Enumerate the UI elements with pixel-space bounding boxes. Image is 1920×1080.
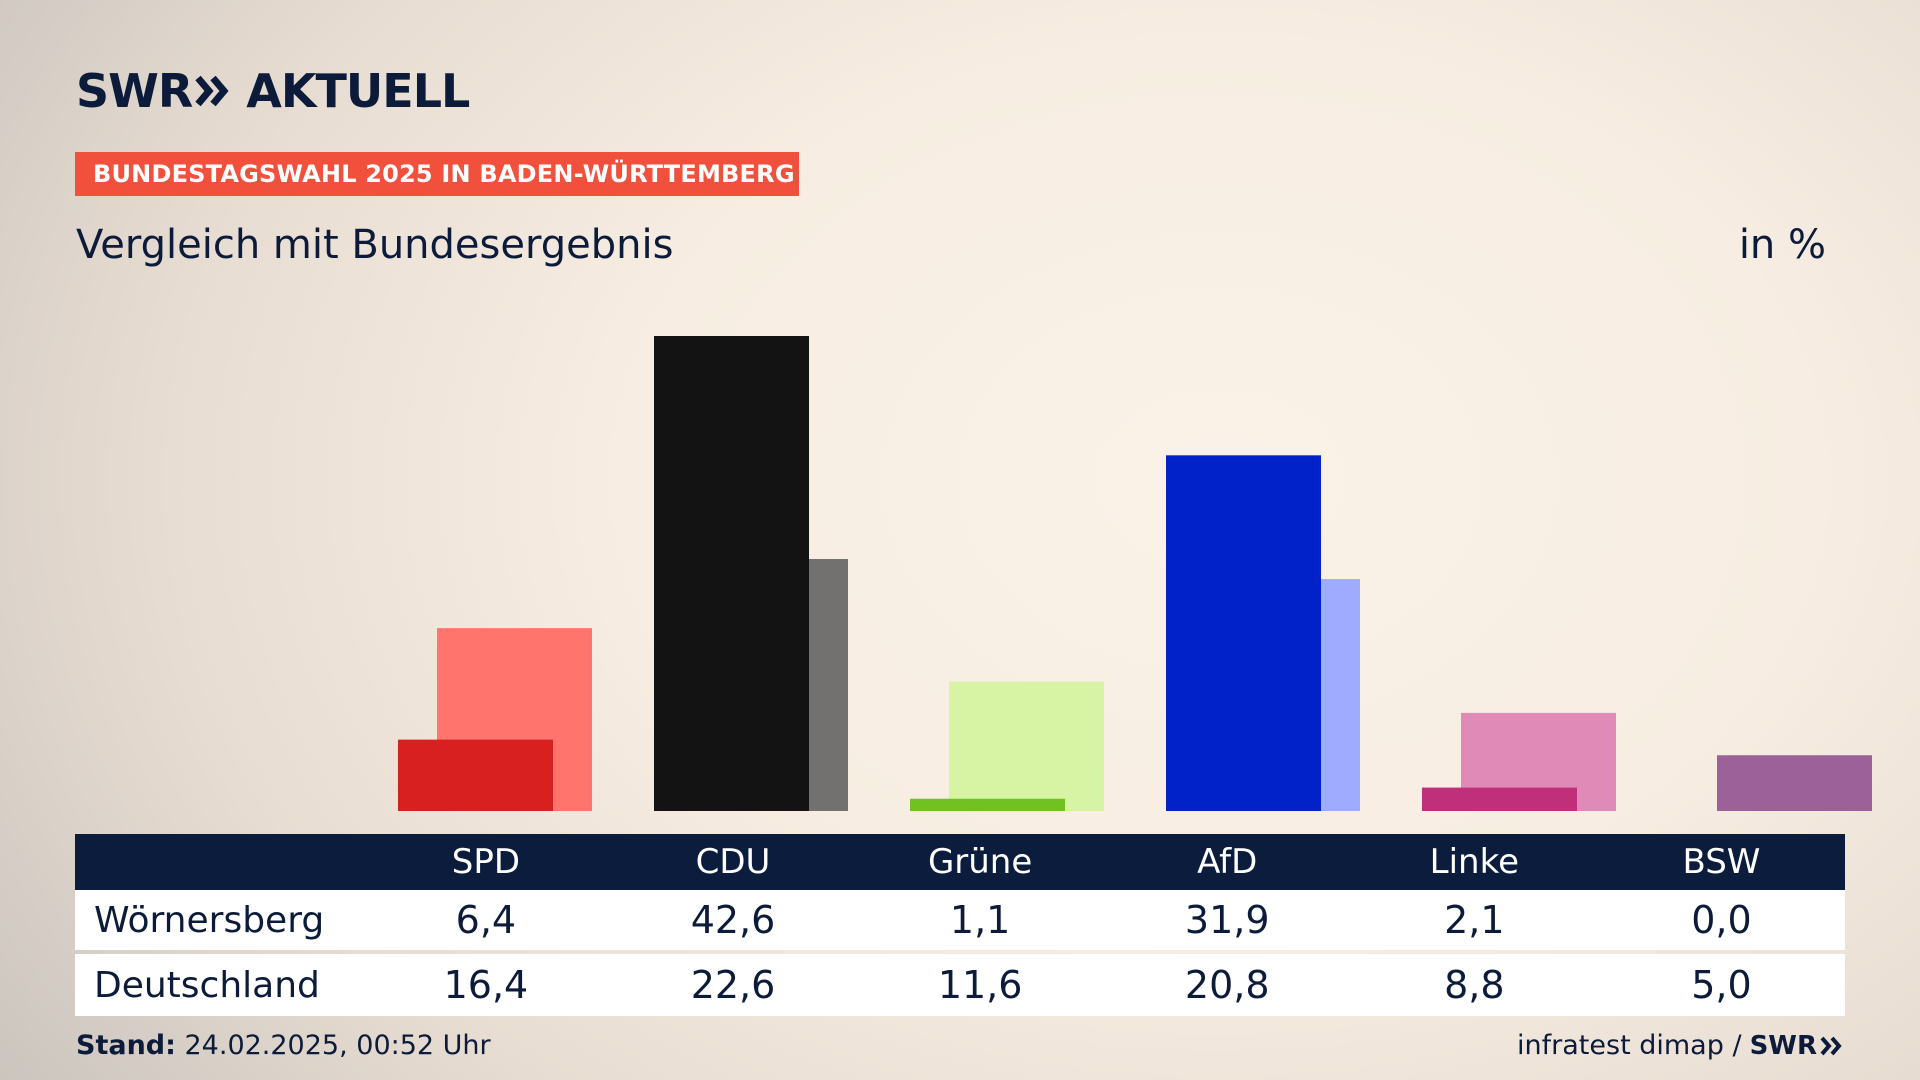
bar-local-cdu (654, 336, 809, 811)
mini-logo-text: SWR (1749, 1030, 1817, 1061)
chart-subtitle: Vergleich mit Bundesergebnis (76, 222, 674, 268)
bar-local-afd (1166, 455, 1321, 811)
bar-chart (398, 336, 1872, 811)
bar-local-spd (398, 739, 553, 811)
source-text: infratest dimap / (1517, 1030, 1742, 1061)
header-gruene: Grüne (927, 842, 1033, 882)
value-linke: 8,8 (1444, 963, 1505, 1007)
table-row-woernersberg: Wörnersberg 6,4 42,6 1,1 31,9 2,1 0,0 (75, 890, 1845, 950)
value-gruene: 1,1 (949, 898, 1011, 942)
swr-mini-logo: SWR (1750, 1031, 1844, 1061)
row-label: Wörnersberg (94, 899, 325, 941)
value-gruene: 11,6 (937, 963, 1023, 1007)
table-header: SPD CDU Grüne AfD Linke BSW (75, 834, 1845, 890)
swr-aktuell-logo: SWR AKTUELL (76, 64, 470, 118)
source-credit: infratest dimap / SWR (1517, 1030, 1844, 1061)
header-spd: SPD (451, 842, 521, 882)
logo-text-swr: SWR (76, 64, 193, 118)
value-bsw: 5,0 (1691, 963, 1752, 1007)
value-linke: 2,1 (1444, 898, 1505, 942)
timestamp: Stand: 24.02.2025, 00:52 Uhr (76, 1030, 491, 1061)
row-label: Deutschland (94, 964, 320, 1006)
double-chevron-icon (194, 73, 230, 109)
header-linke: Linke (1429, 842, 1519, 882)
bar-national-gruene (949, 681, 1104, 811)
logo-text-aktuell: AKTUELL (246, 64, 470, 118)
bar-local-linke (1422, 787, 1577, 811)
header-afd: AfD (1197, 842, 1258, 882)
header-cdu: CDU (695, 842, 771, 882)
table-row-deutschland: Deutschland 16,4 22,6 11,6 20,8 8,8 5,0 (75, 954, 1845, 1016)
election-badge: BUNDESTAGSWAHL 2025 IN BADEN-WÜRTTEMBERG (75, 152, 799, 196)
header-bsw: BSW (1682, 842, 1761, 882)
stand-label: Stand: (76, 1030, 176, 1061)
unit-label: in % (1738, 222, 1826, 268)
bar-local-gruene (910, 798, 1065, 811)
value-afd: 20,8 (1184, 963, 1270, 1007)
value-cdu: 22,6 (690, 963, 776, 1007)
value-cdu: 42,6 (690, 898, 776, 942)
stand-value: 24.02.2025, 00:52 Uhr (175, 1030, 491, 1061)
value-spd: 16,4 (443, 963, 529, 1007)
bar-national-bsw (1717, 755, 1872, 811)
value-afd: 31,9 (1184, 898, 1270, 942)
double-chevron-icon (1820, 1036, 1842, 1055)
results-table: SPD CDU Grüne AfD Linke BSW Wörnersberg … (75, 834, 1845, 1016)
value-spd: 6,4 (455, 898, 517, 942)
value-bsw: 0,0 (1691, 898, 1752, 942)
